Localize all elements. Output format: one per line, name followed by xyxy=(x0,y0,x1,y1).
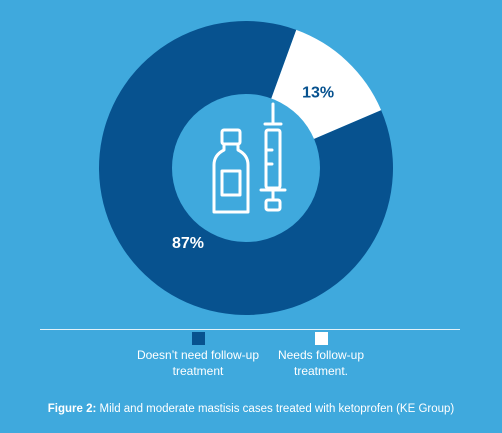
data-label-not-needed: 87% xyxy=(172,235,204,252)
donut-center xyxy=(172,94,320,242)
figure-caption: Figure 2: Mild and moderate mastisis cas… xyxy=(0,403,502,415)
legend-label-line1: Needs follow-up xyxy=(277,348,365,362)
vial-icon xyxy=(212,128,250,214)
legend-item-not-needed: Doesn’t need follow-up treatment xyxy=(113,332,283,379)
caption-prefix: Figure 2: xyxy=(47,403,97,415)
legend-label-line1: Doesn’t need follow-up xyxy=(136,348,260,362)
legend-label-line2: treatment. xyxy=(293,364,349,378)
legend-divider xyxy=(40,329,460,330)
legend-item-needed: Needs follow-up treatment. xyxy=(236,332,406,379)
caption-text: Mild and moderate mastisis cases treated… xyxy=(96,403,455,415)
legend-swatch-not-needed xyxy=(191,332,205,345)
legend-swatch-needed xyxy=(314,332,328,345)
legend-label-line2: treatment xyxy=(172,364,224,378)
donut-chart: 87% 13% xyxy=(98,20,393,315)
syringe-icon xyxy=(259,102,287,212)
data-label-needed: 13% xyxy=(302,85,334,102)
